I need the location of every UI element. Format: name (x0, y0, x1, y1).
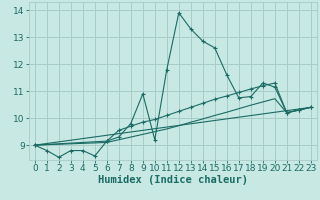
X-axis label: Humidex (Indice chaleur): Humidex (Indice chaleur) (98, 175, 248, 185)
